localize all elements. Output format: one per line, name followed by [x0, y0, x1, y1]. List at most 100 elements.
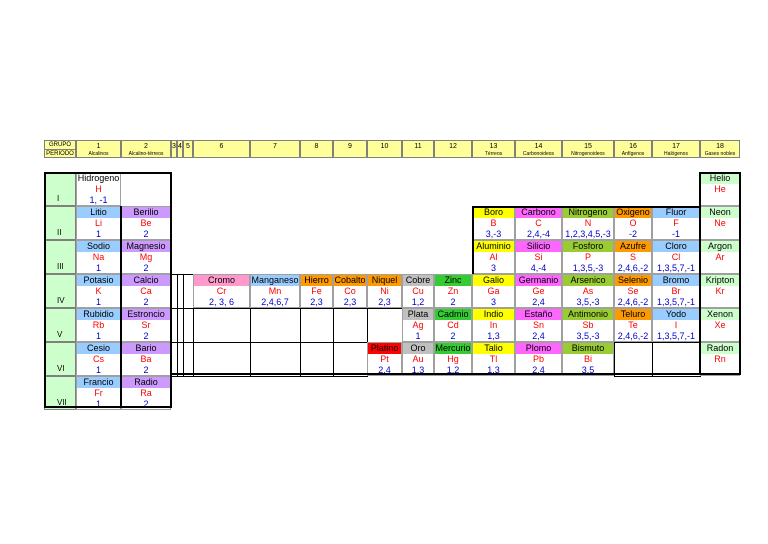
empty-cell — [193, 342, 251, 377]
element-cell: Azufre S 2,4,6,-2 — [614, 240, 652, 274]
block-border — [171, 373, 741, 375]
element-name: Oxigeno — [615, 207, 651, 218]
element-valence: 1 — [95, 365, 101, 375]
element-cell: Boro B 3,-3 — [472, 206, 515, 240]
empty-cell — [300, 342, 334, 377]
period-label: V — [57, 330, 63, 339]
element-cell: Plomo Pb 2,4 — [515, 342, 562, 376]
period-cell: VI — [44, 342, 76, 376]
element-valence: 1,3,5,7,-1 — [656, 331, 696, 341]
element-cell: Cloro Cl 1,3,5,7,-1 — [652, 240, 700, 274]
block-border — [120, 206, 122, 408]
element-symbol: Ca — [140, 286, 152, 296]
element-symbol: Br — [671, 286, 681, 296]
block-border — [44, 172, 46, 408]
element-valence: 2,4,6,7 — [261, 297, 289, 307]
group-number: 13 — [489, 143, 498, 150]
group-number: 14 — [534, 143, 543, 150]
group-header: 13 Térreos — [472, 140, 515, 158]
element-symbol: K — [95, 286, 102, 296]
element-symbol: Ag — [412, 320, 424, 330]
element-name: Berilio — [122, 207, 170, 218]
period-label: IV — [57, 296, 65, 305]
group-number: 6 — [219, 143, 224, 150]
block-border — [44, 172, 172, 174]
element-name: Bario — [122, 343, 170, 354]
element-symbol: Fr — [94, 388, 103, 398]
element-valence: 1,3,5,-3 — [572, 263, 604, 273]
element-valence: 1,2 — [446, 365, 460, 375]
element-valence: 2, 3, 6 — [208, 297, 235, 307]
element-name: Sodio — [77, 241, 120, 252]
element-valence: 1,3 — [411, 365, 425, 375]
element-name: Potasio — [77, 275, 120, 286]
element-valence: 2 — [450, 331, 456, 341]
element-valence: 4,-4 — [530, 263, 547, 273]
element-name: Hidrogeno — [77, 173, 120, 184]
element-valence: 2,4 — [378, 365, 391, 375]
element-name: Francio — [77, 377, 120, 388]
element-cell: Arsenico As 3,5,-3 — [562, 274, 614, 308]
group-header: 6 — [193, 140, 250, 158]
element-name: Antimonio — [563, 309, 613, 320]
element-cell: Oxigeno O -2 — [614, 206, 652, 240]
element-name: Neon — [701, 207, 739, 218]
element-name: Estaño — [516, 309, 561, 320]
element-symbol: Te — [628, 320, 638, 330]
group-number: 15 — [584, 143, 592, 150]
element-valence: 1 — [415, 331, 421, 341]
period-cell: VII — [44, 376, 76, 410]
element-cell: Hierro Fe 2,3 — [300, 274, 333, 308]
element-symbol: Fe — [311, 286, 322, 296]
element-name: Calcio — [122, 275, 170, 286]
element-name: Cobalto — [334, 275, 366, 286]
element-symbol: B — [490, 218, 497, 228]
element-name: Estroncio — [122, 309, 170, 320]
element-symbol: C — [535, 218, 542, 228]
element-valence: 2,4,6,-2 — [617, 331, 649, 341]
element-symbol: Ne — [714, 218, 726, 228]
element-name: Fluor — [653, 207, 699, 218]
group-number: 17 — [672, 143, 680, 150]
element-valence: 2,4,6,-2 — [617, 263, 649, 273]
element-name: Niquel — [368, 275, 401, 286]
element-cell: Litio Li 1 — [76, 206, 121, 240]
element-symbol: Xe — [714, 320, 726, 330]
element-valence: 1,2 — [411, 297, 425, 307]
element-symbol: Tl — [489, 354, 498, 364]
element-cell: Estaño Sn 2,4 — [515, 308, 562, 342]
group-number: 7 — [273, 143, 277, 150]
element-name: Plata — [403, 309, 433, 320]
group-header: 14 Carbonoideos — [515, 140, 562, 158]
element-name: Mercurio — [435, 343, 471, 354]
group-header: 9 — [333, 140, 367, 158]
element-symbol: Si — [534, 252, 543, 262]
period-cell: V — [44, 308, 76, 342]
element-cell: Radio Ra 2 — [121, 376, 171, 410]
element-cell: Yodo I 1,3,5,7,-1 — [652, 308, 700, 342]
element-valence: 2,4 — [532, 365, 545, 375]
element-name: Bromo — [653, 275, 699, 286]
period-label: II — [57, 228, 62, 237]
group-family: Alcalino-térreos — [128, 151, 164, 157]
element-valence: 1,3,5,7,-1 — [656, 297, 696, 307]
element-cell: Aluminio Al 3 — [472, 240, 515, 274]
block-border — [739, 172, 741, 374]
group-number: 10 — [380, 143, 389, 150]
element-valence: 2,4 — [532, 297, 545, 307]
element-symbol: Hg — [447, 354, 459, 364]
element-cell: Helio He — [700, 172, 740, 206]
element-valence: -1 — [671, 229, 680, 239]
element-valence: 1 — [95, 297, 101, 307]
empty-cell — [250, 342, 301, 377]
block-border — [472, 206, 700, 208]
empty-cell — [250, 308, 301, 343]
element-symbol: Bi — [583, 354, 592, 364]
element-cell: Calcio Ca 2 — [121, 274, 171, 308]
element-symbol: F — [673, 218, 679, 228]
element-valence: 2,3 — [378, 297, 391, 307]
group-number: 4 — [178, 143, 182, 150]
element-name: Argon — [701, 241, 739, 252]
element-symbol: Rn — [714, 354, 726, 364]
element-cell: Rubidio Rb 1 — [76, 308, 121, 342]
